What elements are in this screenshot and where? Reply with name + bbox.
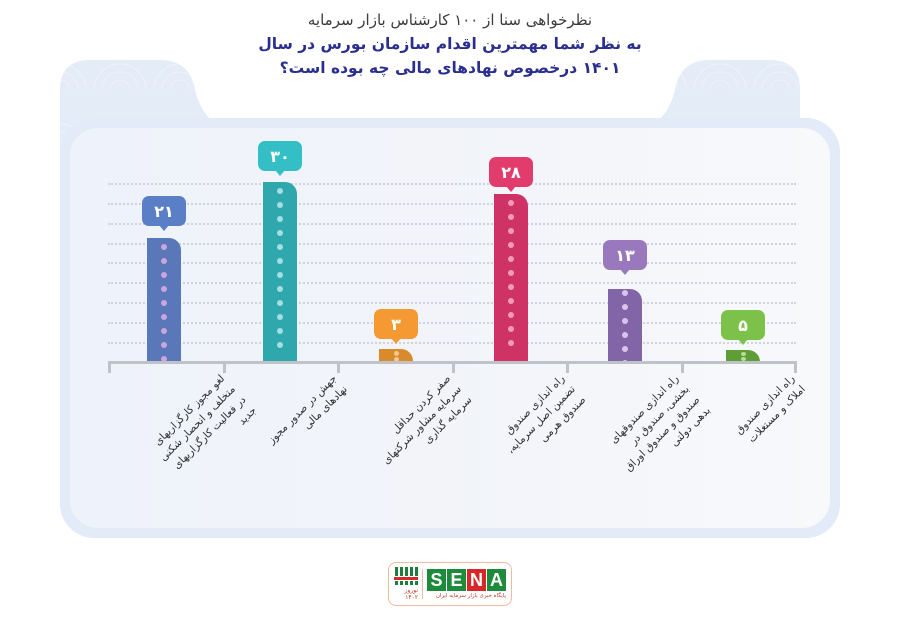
nowruz-emblem: نوروز ۱۴۰۲ [394,567,418,601]
value-badge-2: ۳۰ [258,141,302,176]
chart-title-line-2: ۱۴۰۱ درخصوص نهادهای مالی چه بوده است؟ [279,59,621,77]
x-axis-tick [794,361,797,373]
logo-divider [422,569,423,599]
gridline [108,243,796,245]
gridline [108,302,796,304]
bar-category-3 [379,349,413,362]
logo-tagline: پایگاه خبری بازار سرمایه ایران [435,593,506,599]
chart-title-block: نظرخواهی سنا از ۱۰۰ کارشناس بازار سرمایه… [250,8,650,80]
value-badge-5: ۱۳ [603,240,647,275]
x-axis-tick [223,361,226,373]
value-badge-3: ۳ [374,309,418,344]
gridline [108,322,796,324]
bar-category-4 [494,194,528,362]
x-axis-tick [566,361,569,373]
logo-wordmark: S E N A [427,569,506,591]
gridline [108,183,796,185]
bar-category-1 [147,238,181,362]
gridline [108,203,796,205]
value-badge-1: ۲۱ [142,196,186,231]
x-axis-tick [108,361,111,373]
gridline [108,223,796,225]
bar-category-6 [726,350,760,362]
value-badge-6: ۵ [721,310,765,345]
logo-year-tag: نوروز ۱۴۰۲ [404,587,419,601]
bar-category-5 [608,289,642,362]
value-badge-4: ۲۸ [489,157,533,192]
x-axis-tick [337,361,340,373]
gridline [108,342,796,344]
chart-plot-area [70,128,830,528]
x-axis-tick [681,361,684,373]
bar-category-2 [263,182,297,362]
chart-title-line-1: به نظر شما مهمترین اقدام سازمان بورس در … [258,35,642,53]
gridline [108,282,796,284]
sena-logo: نوروز ۱۴۰۲ S E N A پایگاه خبری بازار سرم… [388,562,512,606]
gridline [108,262,796,264]
chart-subtitle: نظرخواهی سنا از ۱۰۰ کارشناس بازار سرمایه [307,11,593,29]
x-axis-tick [452,361,455,373]
